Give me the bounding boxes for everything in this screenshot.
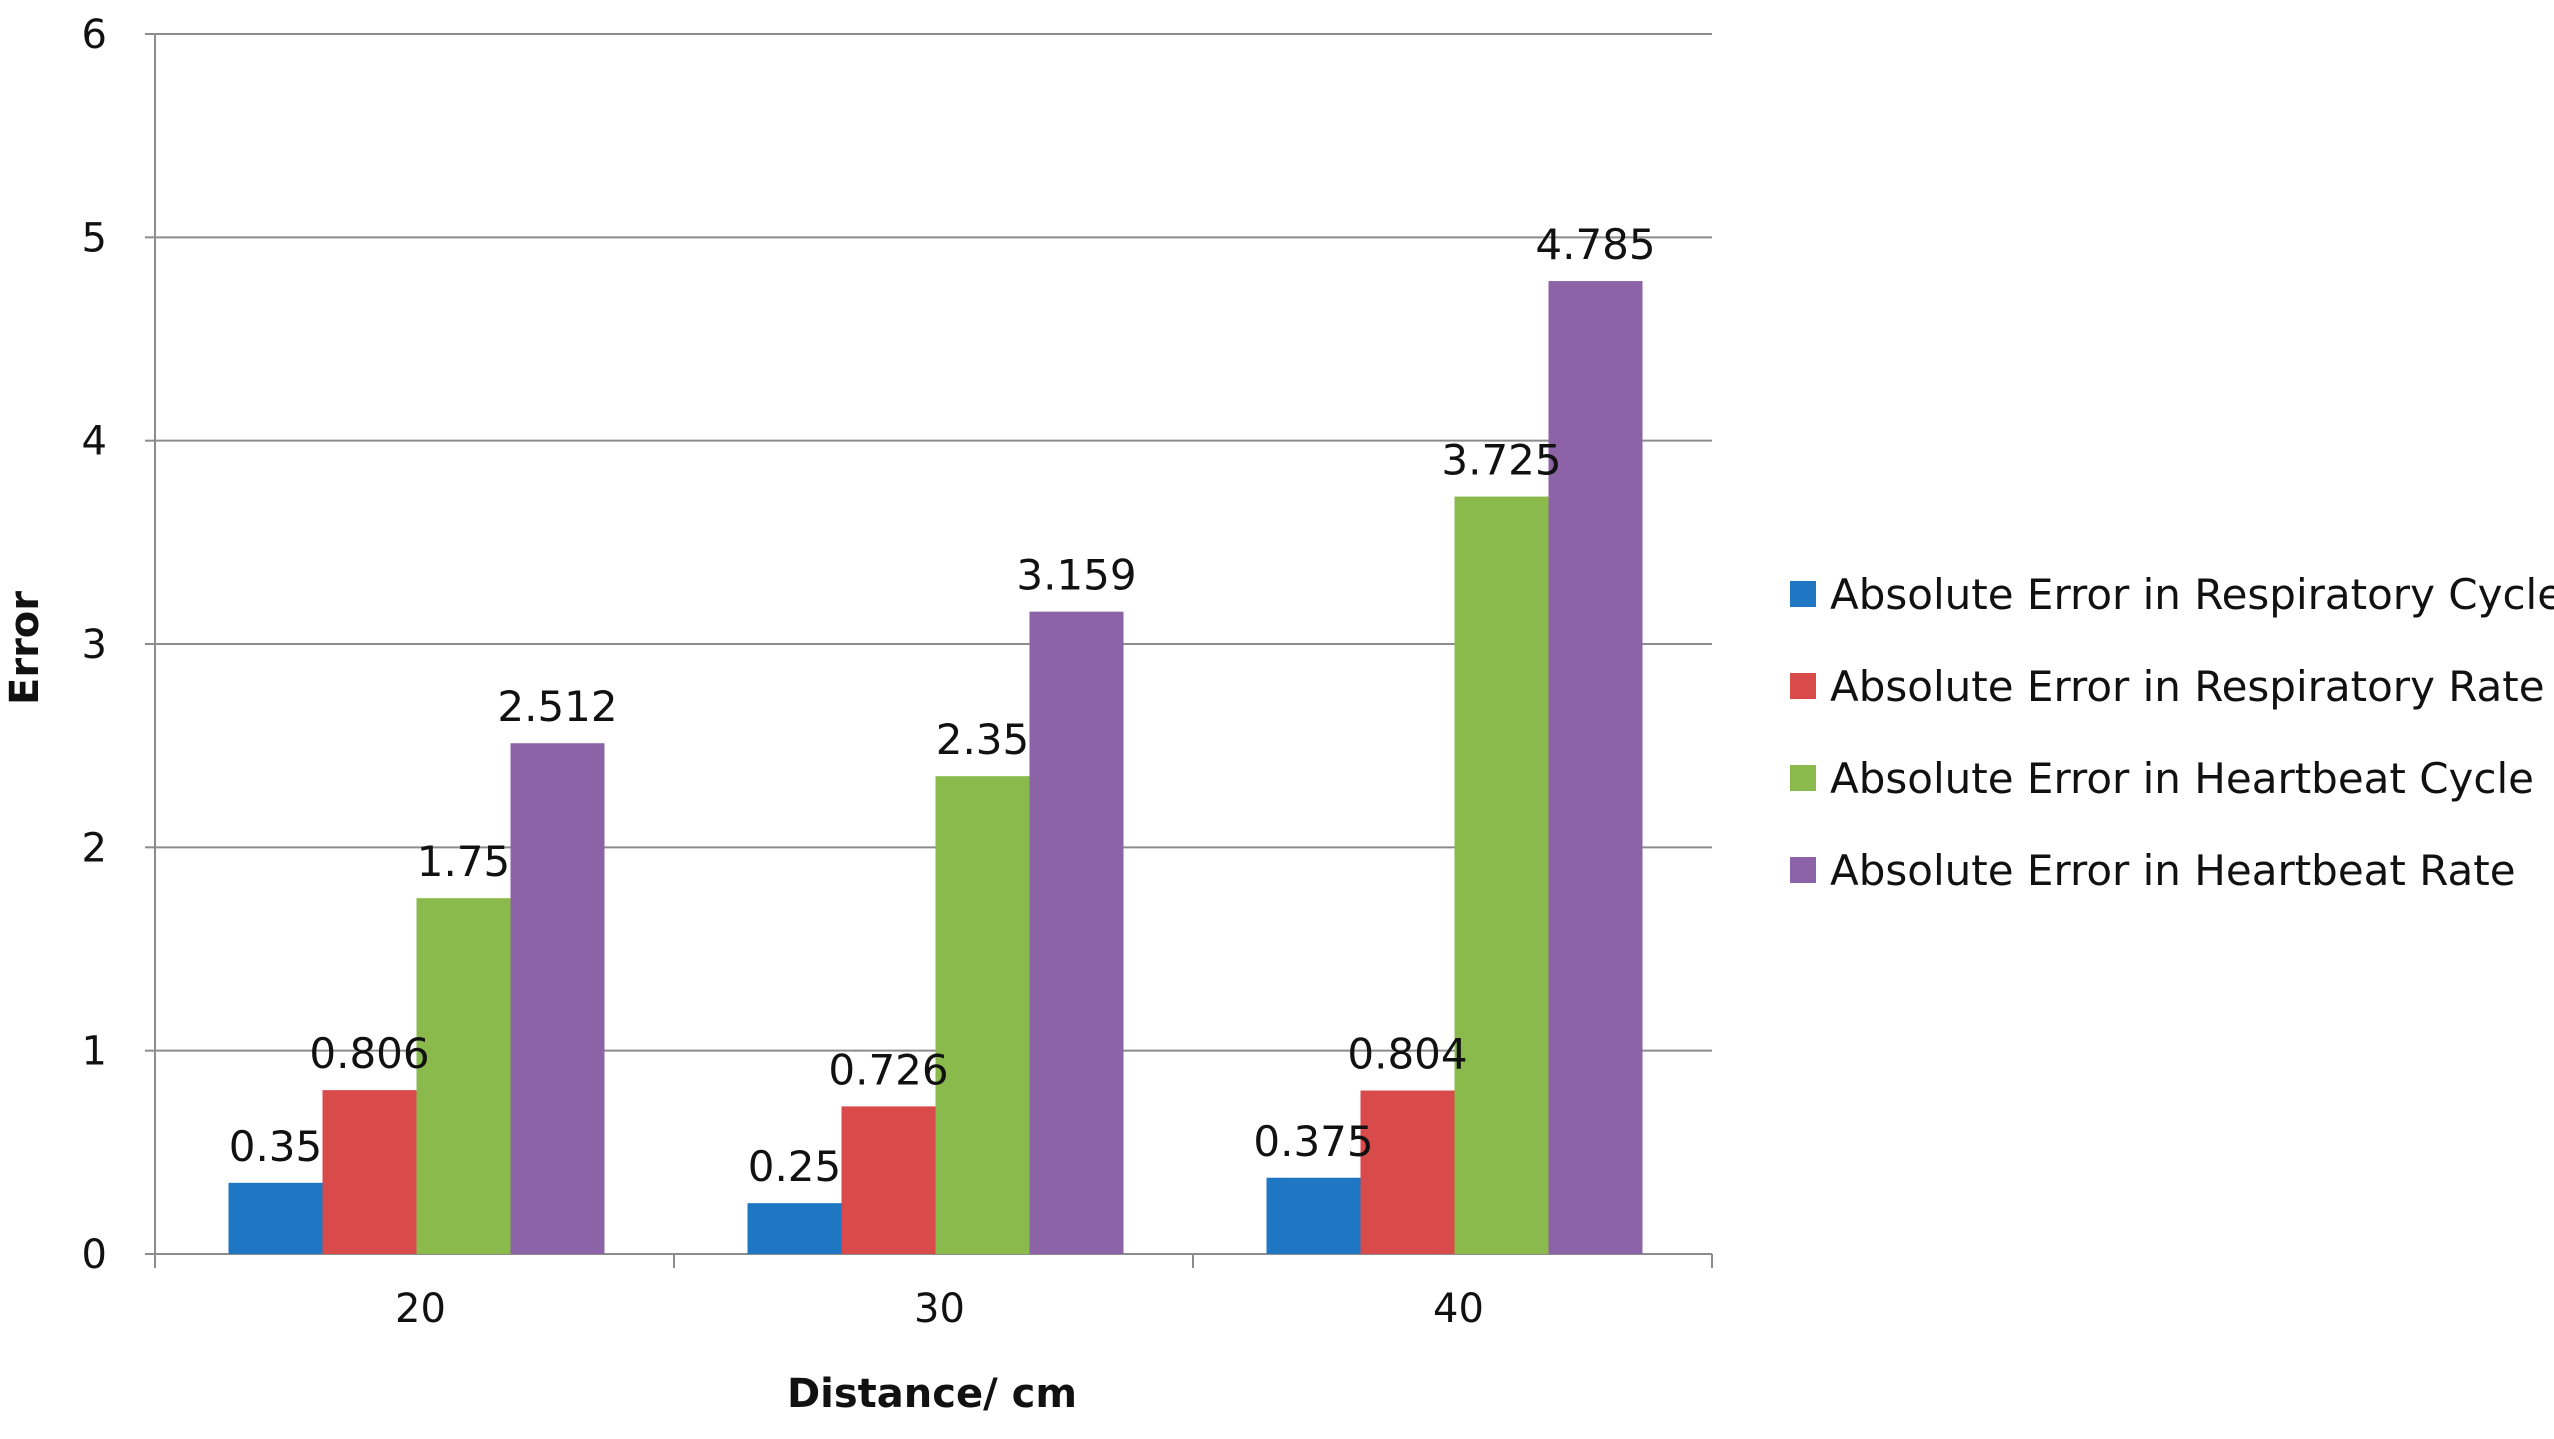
- data-label: 3.725: [1441, 436, 1561, 485]
- bar: [510, 743, 605, 1254]
- y-tick-label: 0: [82, 1232, 107, 1278]
- bar: [416, 898, 511, 1254]
- data-label: 0.35: [229, 1122, 323, 1171]
- bar: [1454, 496, 1549, 1254]
- bar: [841, 1106, 936, 1254]
- bar: [1266, 1177, 1361, 1254]
- bar: [747, 1203, 842, 1254]
- legend-label: Absolute Error in Respiratory Rate: [1830, 662, 2545, 711]
- data-label: 0.375: [1253, 1117, 1373, 1166]
- axes: 0 1 2 3 4 5 6 20 30 40: [82, 12, 1713, 1332]
- y-tick-label: 3: [82, 622, 107, 668]
- gridlines: [155, 33, 1712, 1052]
- data-label: 1.75: [417, 837, 511, 886]
- x-tick-label: 40: [1433, 1286, 1484, 1332]
- y-tick-label: 4: [82, 419, 107, 465]
- bar: [228, 1182, 323, 1254]
- legend-swatch: [1790, 673, 1816, 699]
- legend: Absolute Error in Respiratory Cycle Absol…: [1790, 570, 2554, 895]
- data-labels: 0.35 0.806 1.75 2.512 0.25 0.726 2.35 3.159 0.37…: [229, 220, 1656, 1191]
- legend-swatch: [1790, 765, 1816, 791]
- y-axis-title: Error: [2, 591, 48, 705]
- data-label: 4.785: [1535, 220, 1655, 269]
- bars: [228, 281, 1643, 1254]
- y-tick-label: 5: [82, 215, 107, 261]
- data-label: 3.159: [1016, 551, 1136, 600]
- legend-label: Absolute Error in Heartbeat Rate: [1830, 846, 2516, 895]
- data-label: 2.35: [936, 715, 1030, 764]
- bar: [1360, 1090, 1455, 1254]
- data-label: 2.512: [497, 682, 617, 731]
- bar: [1029, 611, 1124, 1254]
- y-tick-label: 6: [82, 12, 107, 58]
- legend-swatch: [1790, 857, 1816, 883]
- legend-label: Absolute Error in Heartbeat Cycle: [1830, 754, 2534, 803]
- legend-swatch: [1790, 581, 1816, 607]
- x-tick-label: 20: [395, 1286, 446, 1332]
- data-label: 0.806: [309, 1029, 429, 1078]
- data-label: 0.25: [748, 1142, 842, 1191]
- y-tick-label: 1: [82, 1029, 107, 1075]
- data-label: 0.726: [828, 1045, 948, 1094]
- data-label: 0.804: [1347, 1030, 1467, 1079]
- bar: [1548, 281, 1643, 1254]
- x-tick-label: 30: [914, 1286, 965, 1332]
- bar: [935, 776, 1030, 1254]
- y-tick-label: 2: [82, 825, 107, 871]
- legend-label: Absolute Error in Respiratory Cycle: [1830, 570, 2554, 619]
- bar: [322, 1090, 417, 1254]
- x-axis-title: Distance/ cm: [787, 1371, 1077, 1417]
